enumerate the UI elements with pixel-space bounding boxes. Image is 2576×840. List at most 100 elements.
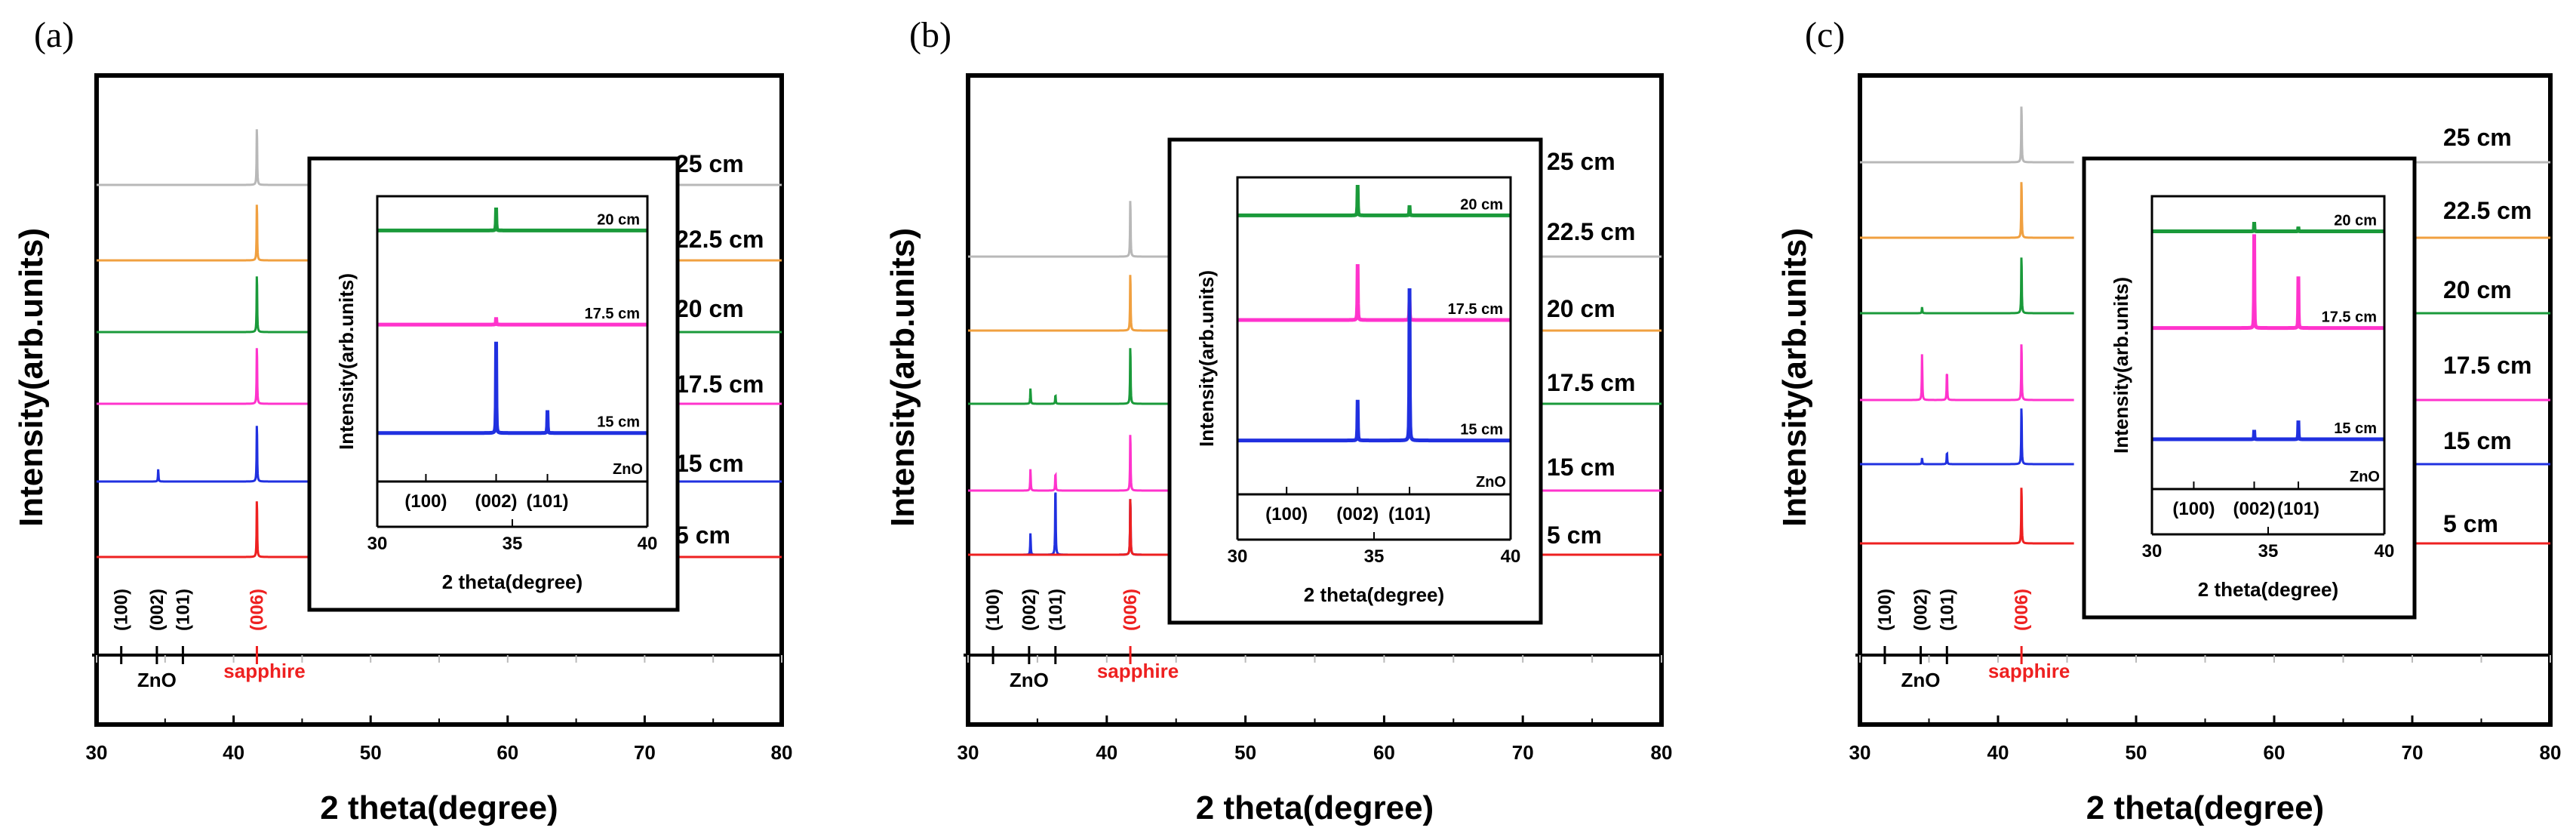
x-tick-label: 50 [360,741,382,764]
series-trace [1860,344,2074,402]
series-label: 20 cm [1547,295,1615,322]
x-axis-label: 2 theta(degree) [2086,789,2324,826]
series-trace [968,435,1183,492]
x-tick-label: 60 [1373,741,1395,764]
x-axis-label: 2 theta(degree) [320,789,558,826]
x-tick-label: 80 [771,741,793,764]
sapphire-reference-label: sapphire [1988,660,2070,682]
zno-reference-label: ZnO [137,669,177,691]
inset-series-label: 20 cm [1460,196,1503,213]
inset-series-label: 15 cm [1460,422,1503,438]
series-trace [97,205,309,262]
inset-hkl-label: (002) [2233,499,2276,519]
reference-hkl-label: (002) [1019,589,1040,631]
inset-hkl-label: (100) [2172,499,2215,519]
series-trace [1860,182,2074,239]
y-axis-label: Intensity(arb.units) [1776,228,1813,527]
series-label: 5 cm [675,522,730,549]
y-axis-label: Intensity(arb.units) [884,228,921,527]
series-trace [97,348,309,405]
series-label: 20 cm [675,295,744,322]
inset-series-label: 17.5 cm [2322,309,2377,326]
reference-hkl-label: (002) [147,589,168,631]
inset-series-trace [2152,222,2384,234]
panel-label: (a) [34,15,74,55]
inset-x-tick-label: 40 [1501,546,1521,567]
inset-hkl-label: (101) [1388,504,1431,525]
inset-series-label: 17.5 cm [585,306,640,322]
reference-hkl-label: (101) [1046,589,1066,631]
inset-hkl-label: (100) [404,491,447,512]
inset-series-trace [1237,288,1511,443]
inset-x-tick-label: 40 [638,534,658,554]
inset-hkl-label: (101) [527,491,569,512]
x-tick-label: 70 [634,741,656,764]
x-tick-label: 80 [1651,741,1673,764]
x-tick-label: 80 [2540,741,2562,764]
inset-hkl-label: (100) [1265,504,1308,525]
inset-x-axis-label: 2 theta(degree) [442,571,583,593]
zno-reference-label: ZnO [1901,669,1941,691]
x-tick-label: 30 [86,741,108,764]
x-tick-label: 40 [1987,741,2009,764]
reference-hkl-label: (100) [983,589,1004,631]
series-label: 17.5 cm [2443,352,2531,379]
inset-series-trace [2152,420,2384,442]
inset-x-tick-label: 30 [1228,546,1248,567]
inset-series-label: 17.5 cm [1448,301,1503,318]
inset-x-axis-label: 2 theta(degree) [2198,578,2338,601]
series-trace [97,129,309,186]
series-label: 22.5 cm [1547,218,1635,245]
inset-series-label: 15 cm [597,414,640,431]
inset-series-label: 20 cm [2334,213,2377,229]
panel-b: (b) 30 40 50 60 70 80 2 theta(degree) Intensity(… [884,15,1672,826]
series-label: 22.5 cm [2443,197,2531,224]
inset-hkl-label: (101) [2277,499,2319,519]
reference-hkl-label: (006) [2012,589,2032,631]
x-tick-label: 50 [2126,741,2147,764]
inset-frame [2082,156,2417,620]
series-label: 17.5 cm [1547,369,1635,396]
series-label: 25 cm [2443,124,2512,151]
zno-reference-label: ZnO [1010,669,1049,691]
x-axis-label: 2 theta(degree) [1196,789,1434,826]
x-tick-label: 60 [496,741,518,764]
series-trace [97,426,309,483]
series-trace [1860,106,2074,164]
reference-hkl-label: (100) [112,589,132,631]
panel-a: (a) 30 40 50 60 70 80 2 theta(degree) Intensity(… [13,15,792,826]
panel-label: (c) [1805,15,1845,55]
inset-x-tick-label: 35 [503,534,523,554]
series-trace [968,275,1183,332]
inset-series-label: 15 cm [2334,420,2377,437]
series-label: 15 cm [1547,454,1615,481]
inset-zno-label: ZnO [1476,474,1506,491]
series-label: 5 cm [2443,510,2498,537]
series-label: 25 cm [1547,148,1615,175]
x-tick-label: 40 [1096,741,1117,764]
x-tick-label: 30 [958,741,979,764]
inset-series-trace [2152,234,2384,331]
series-trace [1860,408,2074,466]
inset-y-axis-label: Intensity(arb.units) [2110,277,2132,454]
inset-frame [1167,137,1543,625]
x-tick-label: 70 [1512,741,1534,764]
reference-hkl-label: (100) [1875,589,1895,631]
y-axis-label: Intensity(arb.units) [13,228,50,527]
reference-hkl-label: (006) [1120,589,1141,631]
panel-c: (c) 30 40 50 60 70 80 2 theta(degree) Intensity(… [1776,15,2561,826]
series-trace [968,499,1183,556]
x-tick-label: 50 [1234,741,1256,764]
series-label: 15 cm [2443,427,2512,454]
inset-y-axis-label: Intensity(arb.units) [1195,270,1218,447]
series-label: 25 cm [675,150,744,177]
series-trace [968,492,1183,556]
inset-series-trace [377,341,647,435]
x-tick-label: 70 [2402,741,2424,764]
series-trace [1860,488,2074,545]
sapphire-reference-label: sapphire [1097,660,1179,682]
reference-hkl-label: (002) [1911,589,1932,631]
inset-x-tick-label: 30 [367,534,388,554]
inset-x-tick-label: 30 [2142,541,2163,562]
